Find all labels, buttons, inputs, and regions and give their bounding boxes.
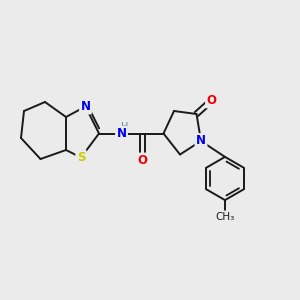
Text: CH₃: CH₃ — [215, 212, 235, 222]
Text: S: S — [77, 151, 85, 164]
Text: N: N — [80, 100, 91, 113]
Text: O: O — [206, 94, 217, 107]
Text: N: N — [116, 127, 127, 140]
Text: O: O — [137, 154, 148, 167]
Text: N: N — [196, 134, 206, 148]
Text: H: H — [122, 122, 129, 132]
